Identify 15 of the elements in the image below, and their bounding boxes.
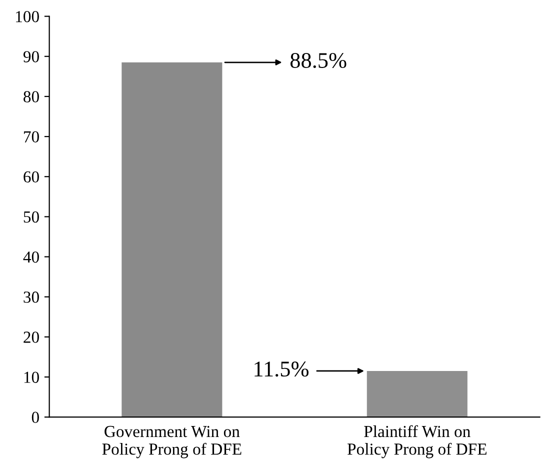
y-tick-label: 60 xyxy=(24,171,39,183)
y-tick-label: 40 xyxy=(23,251,39,263)
y-tick-label: 20 xyxy=(24,332,39,343)
x-tick-label: Plaintiff Win on Policy Prong of DFE xyxy=(348,425,486,458)
data-label: 11.5% xyxy=(254,362,309,377)
y-tick-label: 90 xyxy=(23,51,39,62)
y-tick-label: 80 xyxy=(24,91,39,102)
data-label: 88.5% xyxy=(290,52,346,68)
y-tick-label: 50 xyxy=(24,211,39,223)
y-tick-label: 70 xyxy=(24,131,39,142)
y-tick-label: 30 xyxy=(24,292,39,303)
y-tick-label: 100 xyxy=(16,11,39,22)
x-tick-label: Government Win on Policy Prong of DFE xyxy=(102,426,242,458)
y-tick-label: 0 xyxy=(32,412,39,424)
y-tick-label: 10 xyxy=(24,372,39,383)
